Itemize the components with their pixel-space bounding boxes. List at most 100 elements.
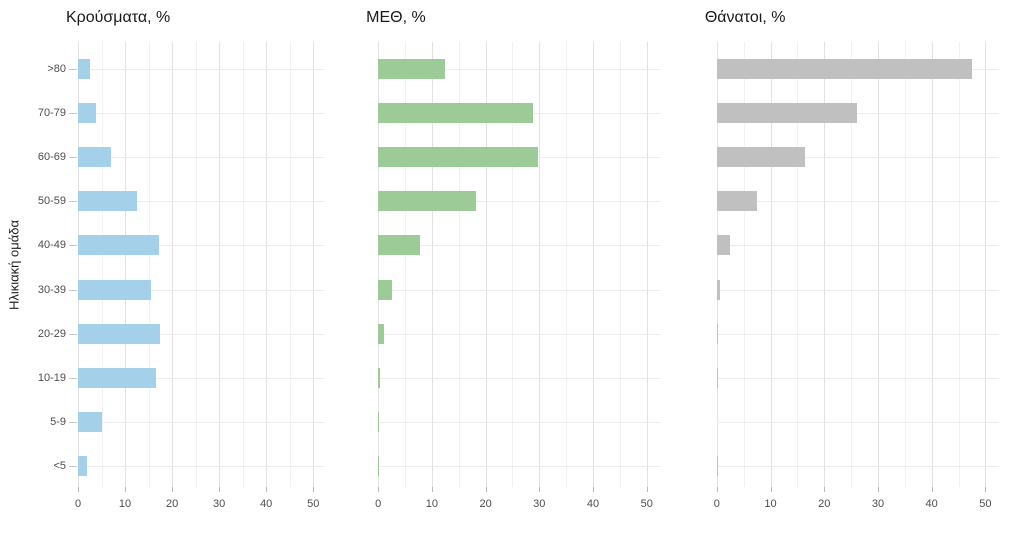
gridline-row <box>378 422 661 424</box>
gridline-x-25 <box>851 42 853 487</box>
x-tick <box>646 487 648 492</box>
bar-deaths-60-69 <box>716 146 805 167</box>
gridline-x-50 <box>985 42 987 487</box>
panel-cases: Κρούσματα, % 0 10 20 30 40 50 >80 70-79 60-69 50-… <box>0 0 339 535</box>
x-tick-label: 30 <box>871 498 885 510</box>
x-tick-label: 0 <box>375 498 382 510</box>
y-tick-label-70-79: 70-79 <box>37 106 66 119</box>
bar-icu->80 <box>378 58 445 79</box>
gridline-row <box>716 201 999 203</box>
gridline-x-40 <box>931 42 933 487</box>
gridline-row <box>78 112 325 114</box>
bar-icu-50-59 <box>378 191 476 212</box>
bar-deaths-30-39 <box>716 279 721 300</box>
x-tick-label: 10 <box>764 498 777 510</box>
x-tick-label: 40 <box>925 498 938 510</box>
y-tick <box>69 289 77 291</box>
gridline-x-50 <box>313 42 315 487</box>
gridline-row <box>378 289 661 291</box>
bar-deaths-<5 <box>716 456 718 477</box>
y-tick-label-5-9: 5-9 <box>50 416 66 429</box>
gridline-row <box>716 245 999 247</box>
bar-deaths-20-29 <box>716 323 718 344</box>
bar-cases-<5 <box>78 456 87 477</box>
x-tick-label: 0 <box>713 498 720 510</box>
x-tick <box>985 487 987 492</box>
bar-cases-60-69 <box>78 146 112 167</box>
x-tick-label: 0 <box>74 498 82 510</box>
bar-icu-30-39 <box>378 279 393 300</box>
x-tick-label: 40 <box>260 498 273 510</box>
gridline-row <box>78 377 325 379</box>
gridline-row <box>78 333 325 335</box>
gridline-x-25 <box>512 42 514 487</box>
gridline-row <box>716 289 999 291</box>
y-tick-label-20-29: 20-29 <box>37 327 66 340</box>
bar-icu-20-29 <box>378 323 384 344</box>
bar-icu-70-79 <box>378 102 533 123</box>
panel-title-cases: Κρούσματα, % <box>66 9 171 26</box>
gridline-row <box>78 201 325 203</box>
gridline-row <box>78 68 325 70</box>
y-tick <box>69 422 77 424</box>
x-tick-label: 50 <box>640 498 653 510</box>
gridline-row <box>716 422 999 424</box>
gridline-row <box>716 466 999 468</box>
y-tick-label-50-59: 50-59 <box>37 195 66 208</box>
bar-cases-5-9 <box>78 412 103 433</box>
bar-icu-<5 <box>378 456 379 477</box>
gridline-x-25 <box>195 42 197 487</box>
x-tick <box>378 487 380 492</box>
y-tick <box>69 112 77 114</box>
y-tick-label-40-49: 40-49 <box>37 239 66 252</box>
y-tick <box>69 377 77 379</box>
gridline-row <box>716 112 999 114</box>
gridline-x-20 <box>172 42 174 487</box>
x-tick <box>219 487 221 492</box>
bar-deaths-10-19 <box>716 367 718 388</box>
gridline-row <box>378 201 661 203</box>
gridline-x-10 <box>431 42 433 487</box>
gridline-row <box>78 245 325 247</box>
y-tick-label-<5: <5 <box>53 460 66 473</box>
gridline-x-15 <box>797 42 799 487</box>
y-tick <box>69 333 77 335</box>
gridline-x-50 <box>646 42 648 487</box>
gridline-row <box>78 289 325 291</box>
gridline-x-15 <box>458 42 460 487</box>
gridline-row <box>78 466 325 468</box>
y-tick <box>69 68 77 70</box>
gridline-row <box>378 333 661 335</box>
x-tick-label: 30 <box>213 498 226 510</box>
gridline-x-5 <box>101 42 103 487</box>
plot-area-icu <box>378 42 661 487</box>
panel-deaths: Θάνατοι, % 0 10 20 30 40 50 <box>677 0 1016 535</box>
x-tick <box>172 487 174 492</box>
gridline-x-15 <box>148 42 150 487</box>
bar-cases->80 <box>78 58 91 79</box>
x-tick-label: 40 <box>586 498 600 510</box>
gridline-x-10 <box>770 42 772 487</box>
y-tick-label->80: >80 <box>47 62 66 75</box>
y-tick-label-10-19: 10-19 <box>37 371 66 384</box>
gridline-x-35 <box>242 42 244 487</box>
gridline-row <box>378 68 661 70</box>
x-tick <box>539 487 541 492</box>
gridline-row <box>716 377 999 379</box>
x-tick-label: 10 <box>425 498 438 510</box>
x-tick <box>877 487 879 492</box>
bar-deaths->80 <box>716 58 972 79</box>
panel-icu: ΜΕΘ, % 0 10 20 30 40 50 <box>339 0 678 535</box>
y-tick <box>69 245 77 247</box>
x-tick-label: 50 <box>979 498 992 510</box>
x-tick-label: 20 <box>479 498 492 510</box>
bar-cases-40-49 <box>78 235 159 256</box>
bar-icu-60-69 <box>378 146 539 167</box>
gridline-row <box>716 156 999 158</box>
plot-area-deaths <box>716 42 999 487</box>
gridline-row <box>78 156 325 158</box>
gridline-row <box>378 466 661 468</box>
bar-cases-10-19 <box>78 367 156 388</box>
gridline-x-0 <box>716 42 718 487</box>
